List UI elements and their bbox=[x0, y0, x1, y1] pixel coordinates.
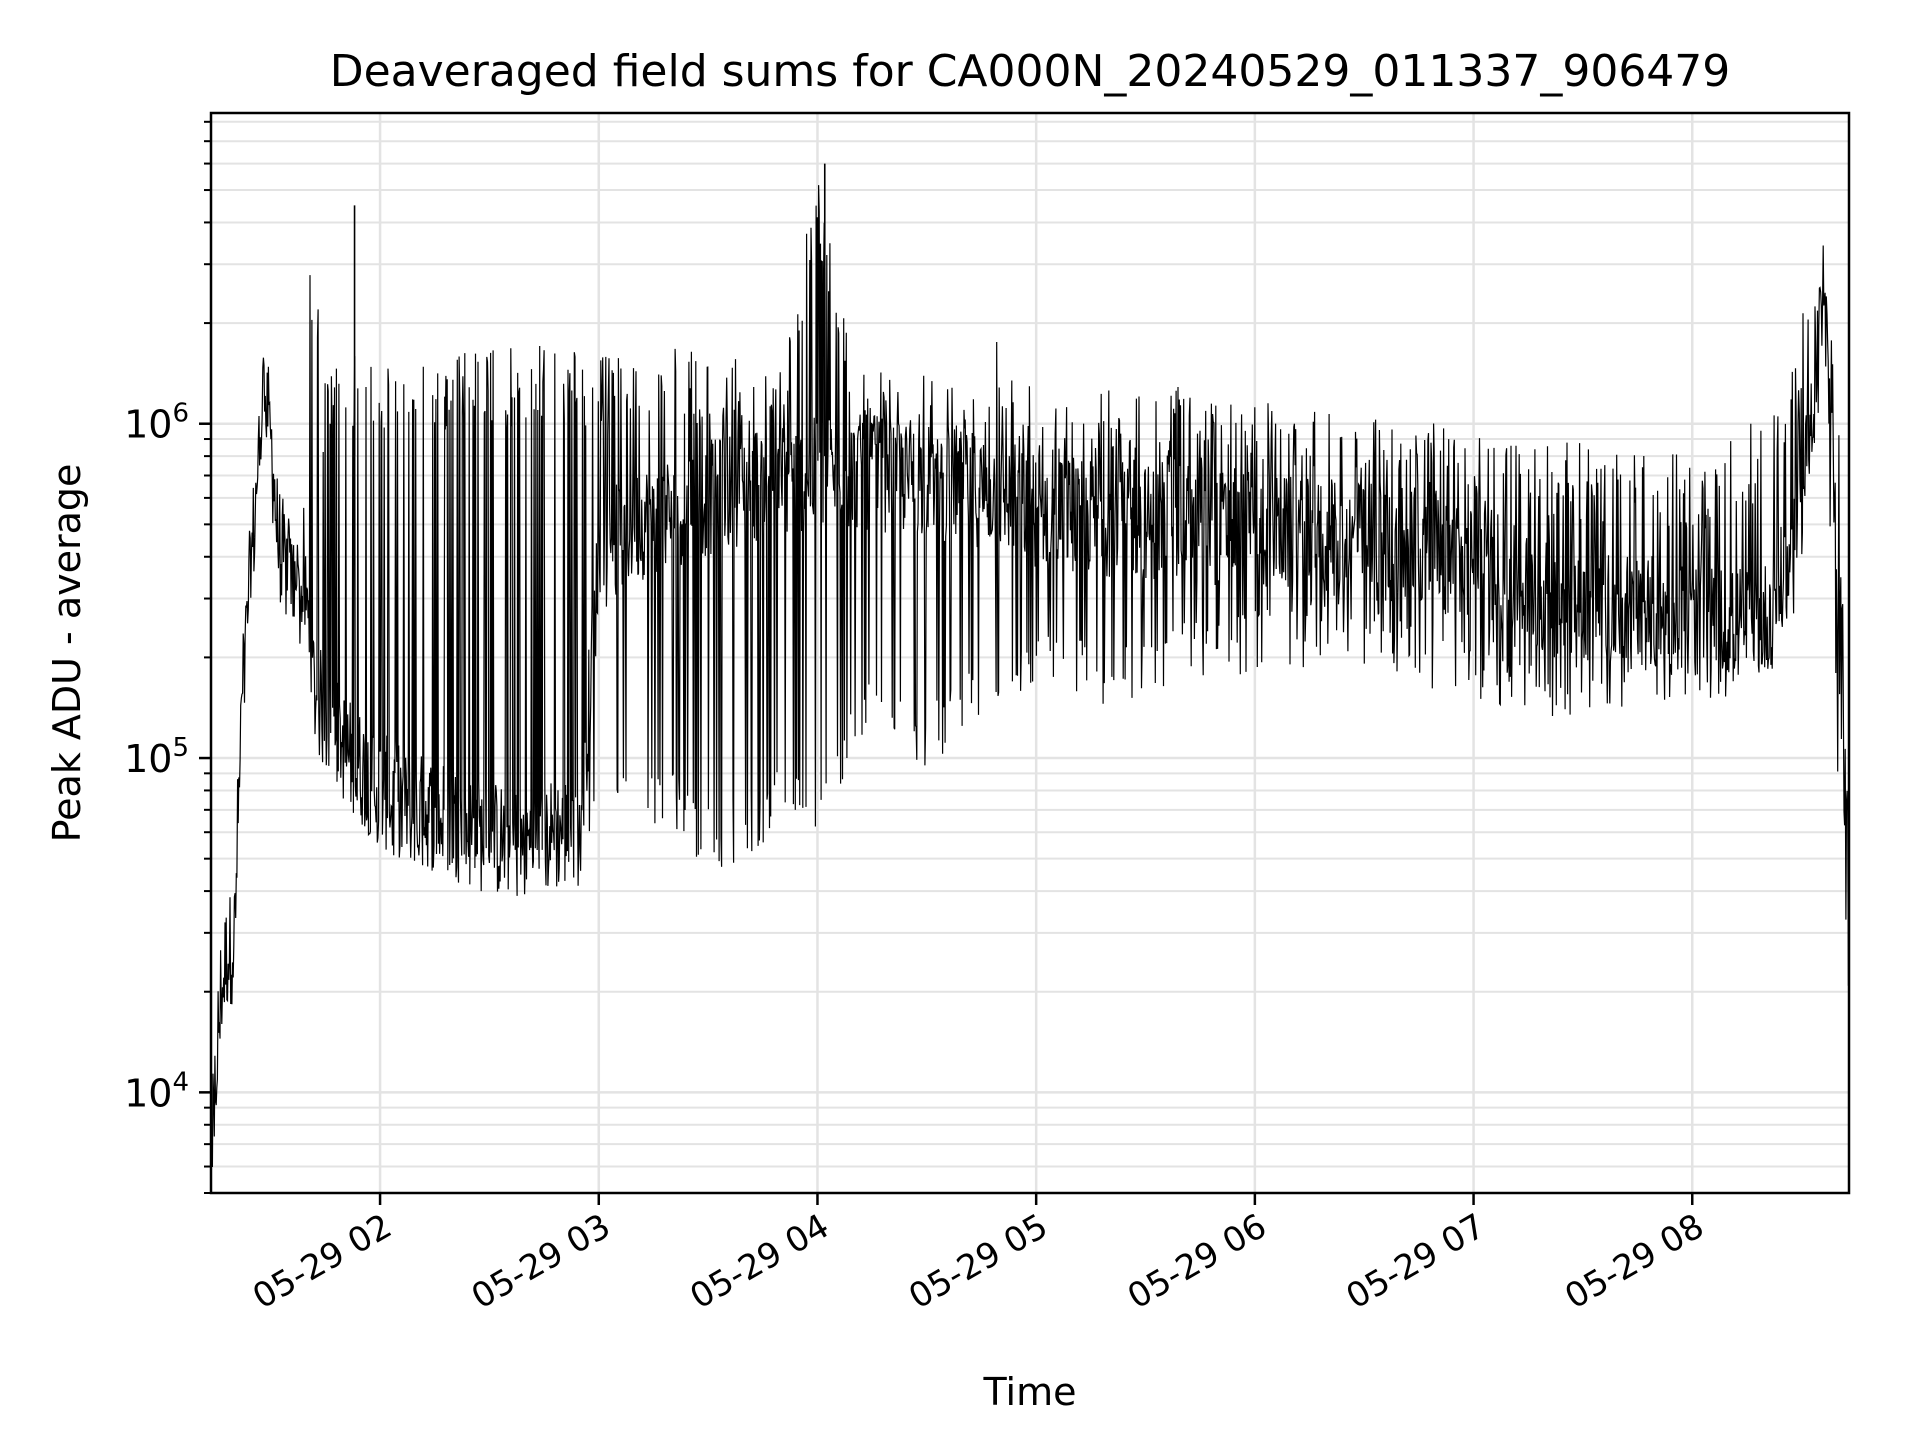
y-tick-label-exponent: 4 bbox=[172, 1067, 189, 1097]
y-tick-label-base: 10 bbox=[124, 1071, 172, 1115]
y-tick-label: 104 bbox=[124, 1067, 189, 1115]
y-tick-label: 105 bbox=[124, 733, 189, 781]
data-layer bbox=[211, 163, 1849, 1168]
series-line bbox=[211, 185, 1849, 1168]
y-tick-label-exponent: 6 bbox=[172, 399, 189, 429]
x-axis-label: Time bbox=[983, 1370, 1077, 1414]
y-tick-label-base: 10 bbox=[124, 403, 172, 447]
y-axis-label: Peak ADU - average bbox=[45, 464, 89, 843]
y-tick-label-exponent: 5 bbox=[172, 733, 189, 763]
chart-title: Deaveraged field sums for CA000N_2024052… bbox=[330, 46, 1731, 97]
plot-frame bbox=[209, 111, 1851, 1195]
y-tick-label: 106 bbox=[124, 399, 189, 447]
y-tick-label-base: 10 bbox=[124, 737, 172, 781]
